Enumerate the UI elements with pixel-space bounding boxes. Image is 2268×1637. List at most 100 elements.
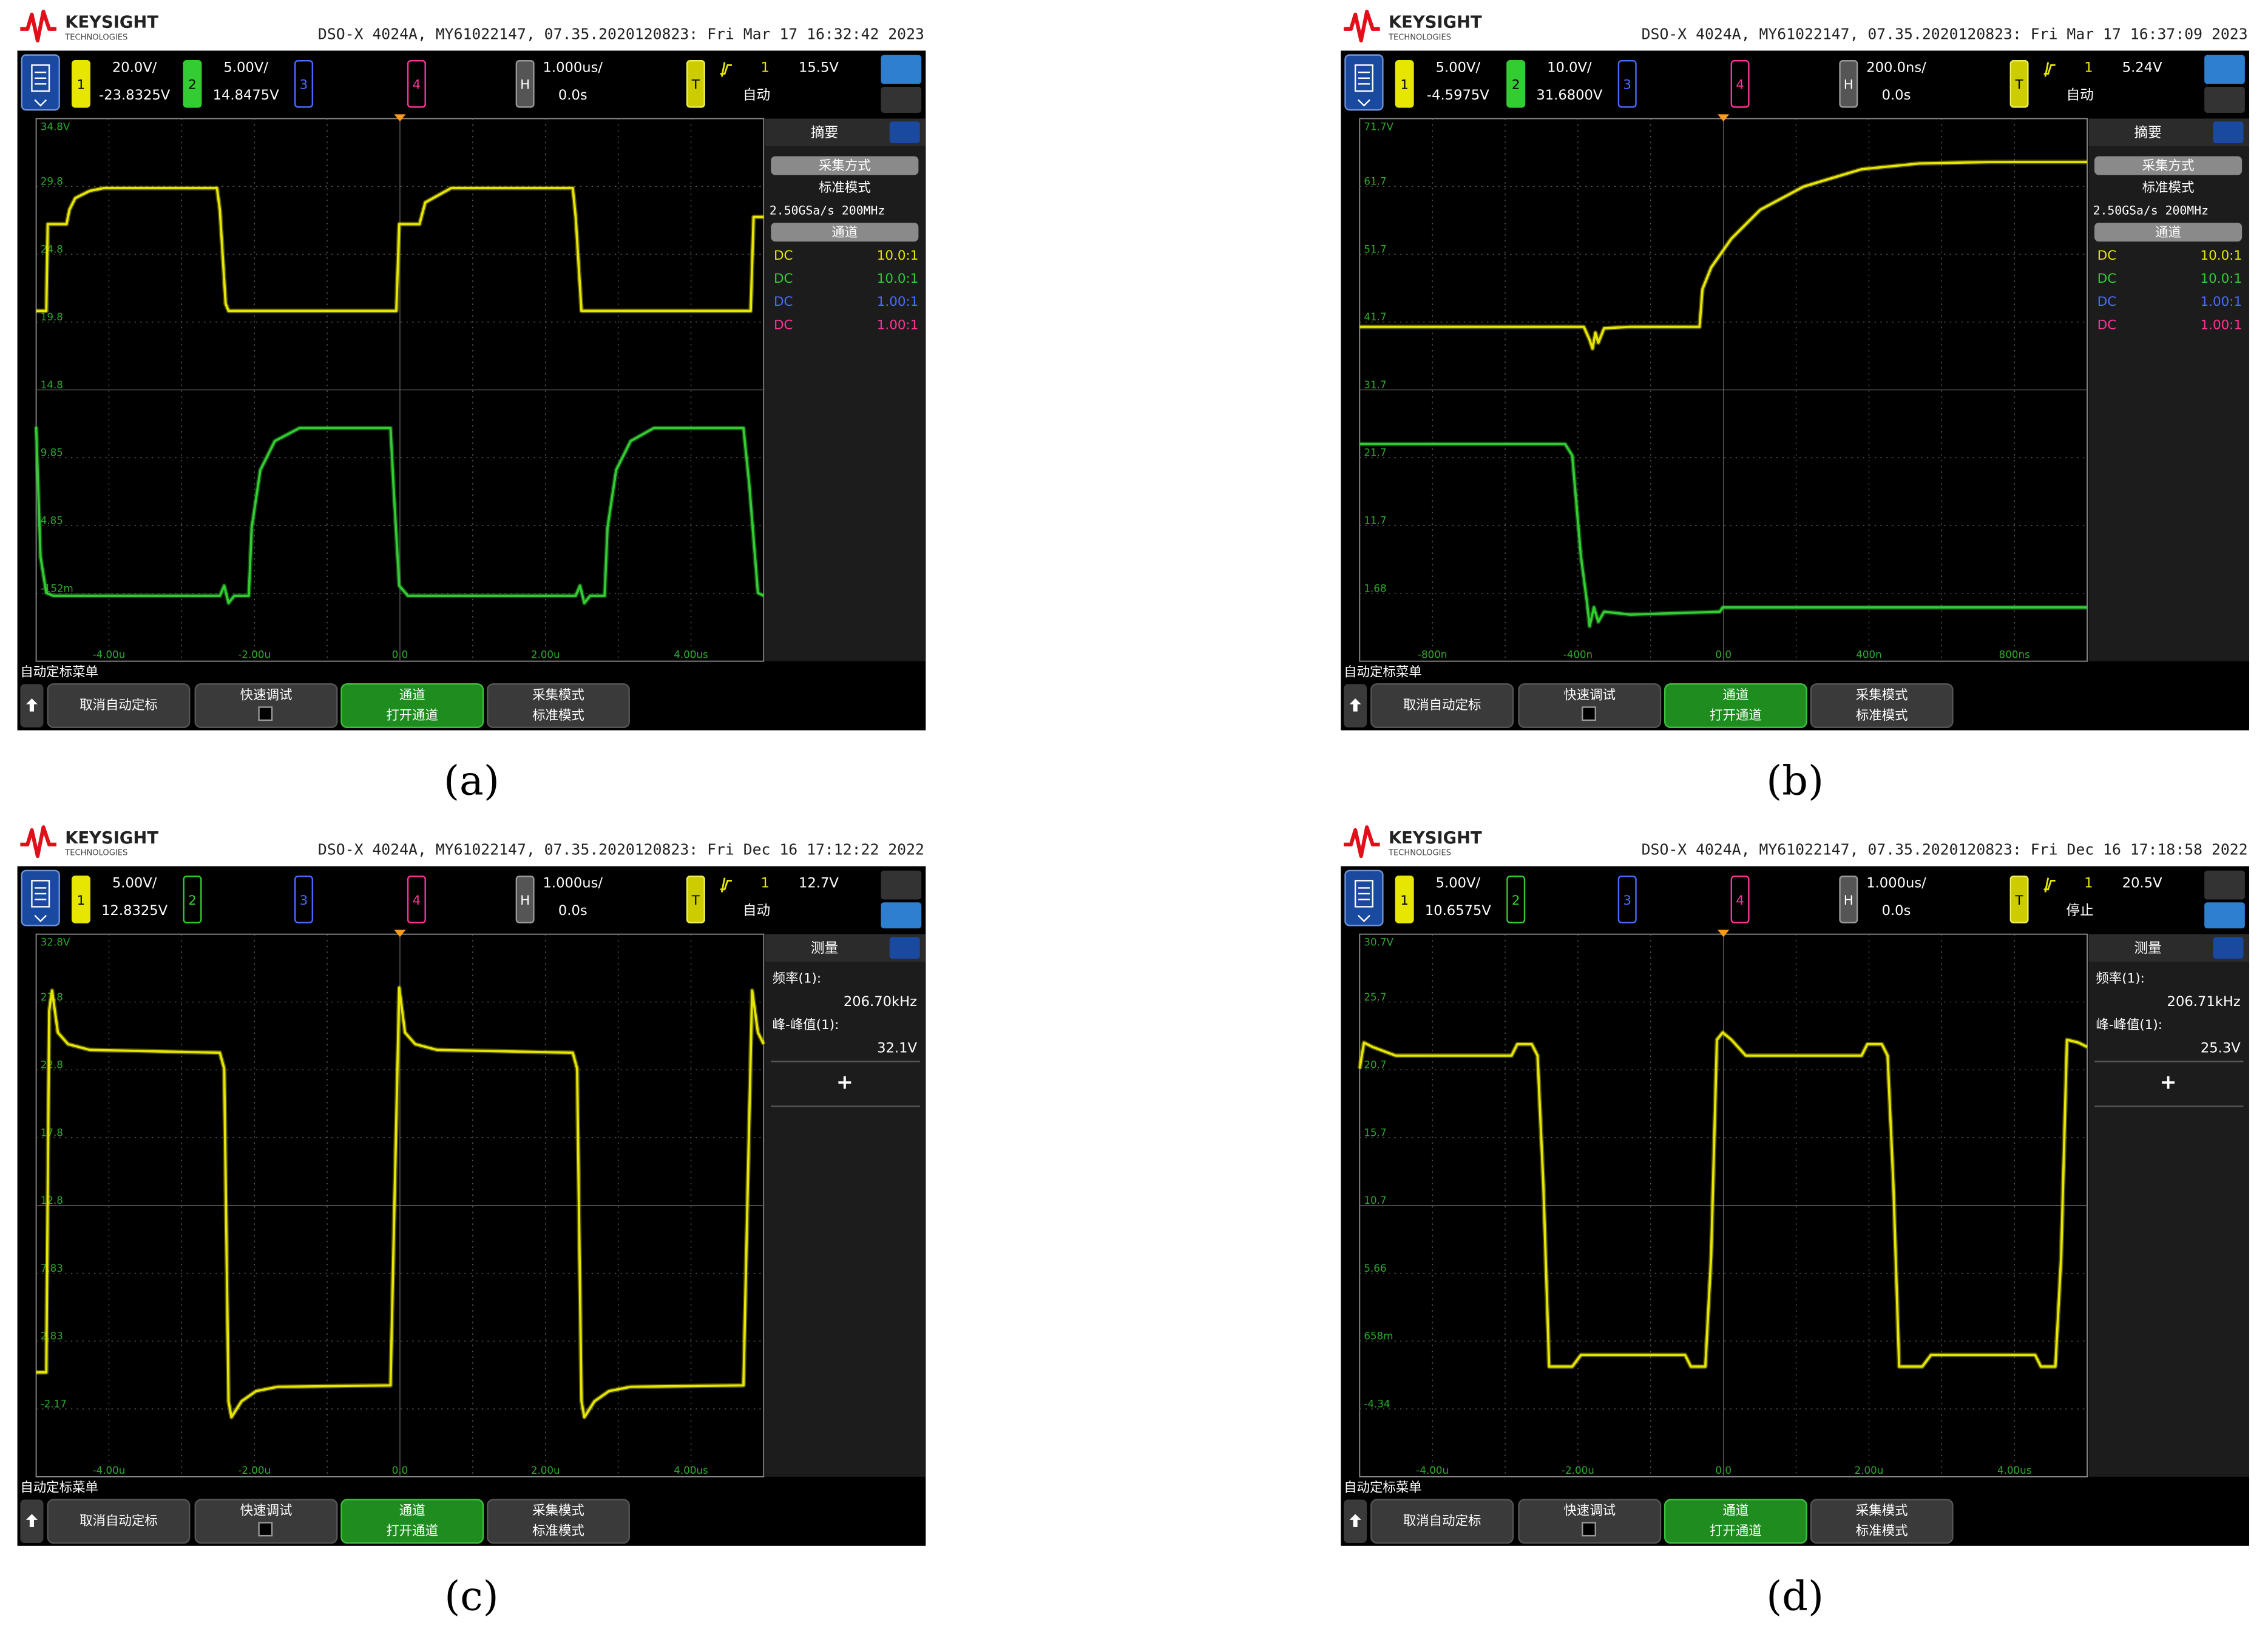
channel-button[interactable] xyxy=(294,59,313,108)
search-button[interactable] xyxy=(881,87,922,113)
horizontal-button[interactable] xyxy=(1839,59,1858,108)
channel-button[interactable] xyxy=(294,876,313,923)
zoom-button[interactable] xyxy=(881,870,922,900)
zoom-button[interactable] xyxy=(2204,870,2245,900)
menu-icon xyxy=(31,880,50,922)
softkey[interactable] xyxy=(1518,683,1662,729)
channel-number: 3 xyxy=(1623,893,1631,908)
channel-button[interactable] xyxy=(1730,59,1750,108)
channel-number: 1 xyxy=(1400,893,1409,908)
horizontal-button[interactable] xyxy=(515,876,535,923)
channel-button[interactable] xyxy=(407,59,426,108)
x-grid-label: 2.00u xyxy=(531,1465,560,1476)
time-delay: 0.0s xyxy=(558,903,587,919)
softkey[interactable] xyxy=(340,1499,484,1544)
brand-sub: TECHNOLOGIES xyxy=(1388,849,1451,858)
checkbox[interactable] xyxy=(1582,1522,1596,1537)
main-menu-button[interactable] xyxy=(21,54,60,111)
softkey[interactable] xyxy=(1370,683,1514,729)
channel-button[interactable] xyxy=(183,59,202,108)
sidebar-menu-button[interactable] xyxy=(889,937,920,959)
y-grid-label: -2.17 xyxy=(41,1398,67,1409)
softkey[interactable] xyxy=(47,683,191,729)
acquisition-button-label: 采集方式 xyxy=(819,158,871,174)
channel-offset: 14.8475V xyxy=(213,87,280,103)
channel-button[interactable] xyxy=(1617,876,1637,923)
search-button[interactable] xyxy=(881,902,922,929)
y-grid-label: 658m xyxy=(1364,1331,1393,1342)
channel-scale: 5.00V/ xyxy=(1436,876,1481,891)
channel-offset: 12.8325V xyxy=(101,903,168,919)
softkey[interactable] xyxy=(1518,1499,1662,1544)
channel-offset: 10.6575V xyxy=(1425,903,1492,919)
acquisition-button-label: 采集方式 xyxy=(2142,158,2195,174)
sidebar-menu-button[interactable] xyxy=(889,121,920,144)
x-grid-label: 400n xyxy=(1856,649,1881,661)
horizontal-button[interactable] xyxy=(1839,876,1858,923)
search-button[interactable] xyxy=(2204,902,2245,929)
softkey[interactable] xyxy=(1664,1499,1807,1544)
softkey[interactable] xyxy=(1664,683,1807,729)
channel-button[interactable] xyxy=(1506,876,1526,923)
checkbox[interactable] xyxy=(258,706,273,721)
checkbox[interactable] xyxy=(1582,706,1596,721)
menu-title: 自动定标菜单 xyxy=(1344,664,1422,680)
sidebar-menu-button[interactable] xyxy=(2213,937,2244,959)
probe-coupling: DC xyxy=(2097,271,2116,286)
softkey-label: 快速调试 xyxy=(240,687,293,703)
add-measurement[interactable]: + xyxy=(836,1070,853,1094)
horizontal-button[interactable] xyxy=(515,59,535,108)
waveform xyxy=(1359,161,2088,350)
search-button[interactable] xyxy=(2204,87,2245,113)
channel-button[interactable] xyxy=(183,876,202,923)
sidebar-menu-button[interactable] xyxy=(2213,121,2244,144)
checkbox[interactable] xyxy=(258,1522,273,1537)
y-grid-label: 7.83 xyxy=(41,1263,63,1274)
x-grid-label: -400n xyxy=(1563,649,1593,661)
acquisition-mode: 标准模式 xyxy=(2142,180,2195,195)
trigger-mode: 自动 xyxy=(743,903,770,919)
channel-button[interactable] xyxy=(407,876,426,923)
main-menu-button[interactable] xyxy=(1344,54,1384,111)
zoom-button[interactable] xyxy=(881,55,922,84)
softkey[interactable] xyxy=(1370,1499,1514,1544)
probe-ratio: 1.00:1 xyxy=(877,317,919,332)
add-measurement[interactable]: + xyxy=(2160,1070,2177,1094)
channel-summary-button[interactable] xyxy=(771,223,919,242)
main-menu-button[interactable] xyxy=(1344,869,1384,927)
brand-sub: TECHNOLOGIES xyxy=(64,849,127,858)
sidebar-title: 摘要 xyxy=(2134,125,2162,141)
zoom-button[interactable] xyxy=(2204,55,2245,84)
channel-button[interactable] xyxy=(1617,59,1637,108)
brand-sub: TECHNOLOGIES xyxy=(64,33,127,42)
channel-button[interactable] xyxy=(1395,876,1414,923)
channel-button[interactable] xyxy=(1395,59,1414,108)
channel-number: 1 xyxy=(77,78,86,93)
channel-button[interactable] xyxy=(71,59,90,108)
channel-summary-button[interactable] xyxy=(2094,223,2243,242)
trigger-button[interactable] xyxy=(686,59,705,108)
channel-button[interactable] xyxy=(71,876,90,923)
trigger-button[interactable] xyxy=(2009,876,2029,923)
softkey[interactable] xyxy=(194,1499,338,1544)
channel-button[interactable] xyxy=(1730,876,1750,923)
probe-coupling: DC xyxy=(2097,294,2116,309)
softkey[interactable] xyxy=(340,683,484,729)
trigger-button[interactable] xyxy=(686,876,705,923)
softkey[interactable] xyxy=(486,1499,630,1544)
softkey[interactable] xyxy=(1810,683,1954,729)
softkey[interactable] xyxy=(486,683,630,729)
softkey[interactable] xyxy=(47,1499,191,1544)
probe-ratio: 1.00:1 xyxy=(2201,317,2243,332)
acquisition-button[interactable] xyxy=(771,156,919,175)
brand-sub: TECHNOLOGIES xyxy=(1388,33,1451,42)
channel-number: 1 xyxy=(77,893,86,908)
channel-button[interactable] xyxy=(1506,59,1526,108)
panel-label: (d) xyxy=(1766,1572,1824,1619)
softkey[interactable] xyxy=(194,683,338,729)
main-menu-button[interactable] xyxy=(21,869,60,927)
acquisition-button[interactable] xyxy=(2094,156,2243,175)
softkey[interactable] xyxy=(1810,1499,1954,1544)
trigger-button[interactable] xyxy=(2009,59,2029,108)
panel-label: (a) xyxy=(444,757,499,804)
